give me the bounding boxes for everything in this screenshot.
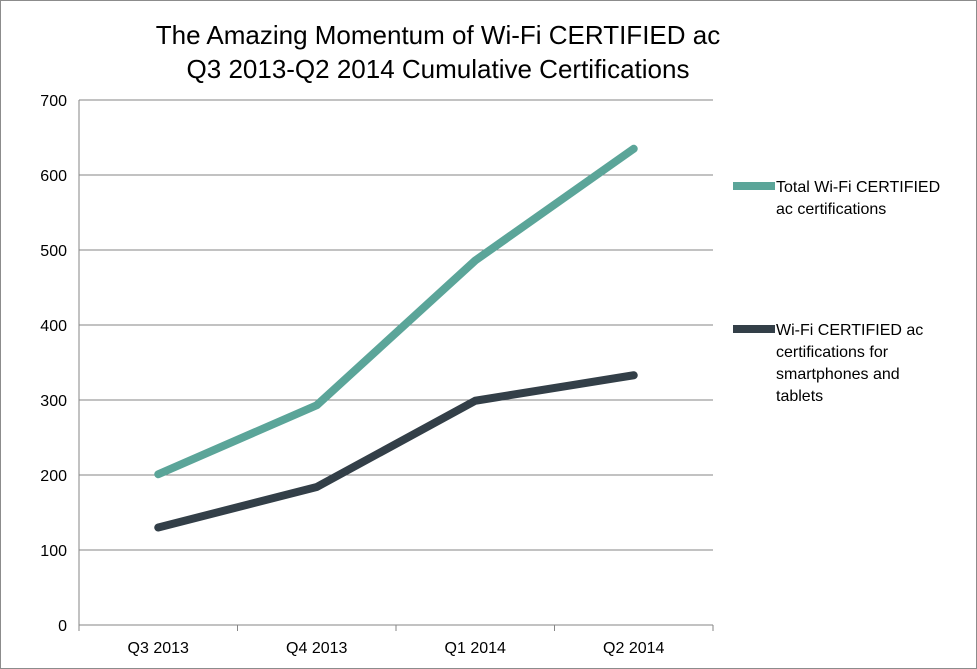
- data-point: [314, 485, 319, 489]
- legend-label-line: Wi-Fi CERTIFIED ac: [776, 322, 923, 339]
- data-point: [314, 403, 319, 408]
- y-tick-label: 400: [40, 318, 67, 335]
- y-tick-label: 100: [40, 543, 67, 560]
- legend-label-line: certifications for: [776, 344, 889, 361]
- y-tick-label: 0: [58, 618, 67, 635]
- legend-label-line: tablets: [776, 388, 823, 405]
- y-tick-label: 700: [40, 93, 67, 110]
- data-point: [473, 398, 478, 403]
- legend-label-line: Total Wi-Fi CERTIFIED: [776, 179, 940, 196]
- x-tick-label: Q3 2013: [128, 640, 189, 657]
- series-line-1: [154, 144, 638, 479]
- y-tick-label: 300: [40, 393, 67, 410]
- data-point: [631, 373, 636, 378]
- data-point: [631, 146, 636, 151]
- y-tick-label: 200: [40, 468, 67, 485]
- legend-label: Total Wi-Fi CERTIFIED ac certifications: [776, 179, 940, 218]
- x-axis: Q3 2013 Q4 2013 Q1 2014 Q2 2014: [78, 624, 714, 657]
- legend-label-line: smartphones and: [776, 366, 900, 383]
- data-point: [156, 525, 161, 530]
- y-tick-label: 600: [40, 168, 67, 185]
- series-layer: [154, 144, 638, 532]
- chart-subtitle: Q3 2013-Q2 2014 Cumulative Certification…: [187, 54, 690, 84]
- legend-label: Wi-Fi CERTIFIED ac certifications for smar…: [776, 322, 923, 405]
- grid-lines: [79, 99, 713, 551]
- data-point: [473, 258, 478, 263]
- y-axis: 0 100 200 300 400 500 600 700: [40, 93, 80, 635]
- legend-label-line: ac certifications: [776, 201, 886, 218]
- series-line-2: [154, 371, 638, 532]
- x-tick-label: Q2 2014: [603, 640, 664, 657]
- chart-title: The Amazing Momentum of Wi-Fi CERTIFIED …: [156, 20, 720, 50]
- y-tick-label: 500: [40, 243, 67, 260]
- x-tick-label: Q1 2014: [445, 640, 506, 657]
- x-tick-label: Q4 2013: [286, 640, 347, 657]
- data-point: [156, 472, 161, 477]
- legend: Total Wi-Fi CERTIFIED ac certifications Wi…: [733, 179, 940, 405]
